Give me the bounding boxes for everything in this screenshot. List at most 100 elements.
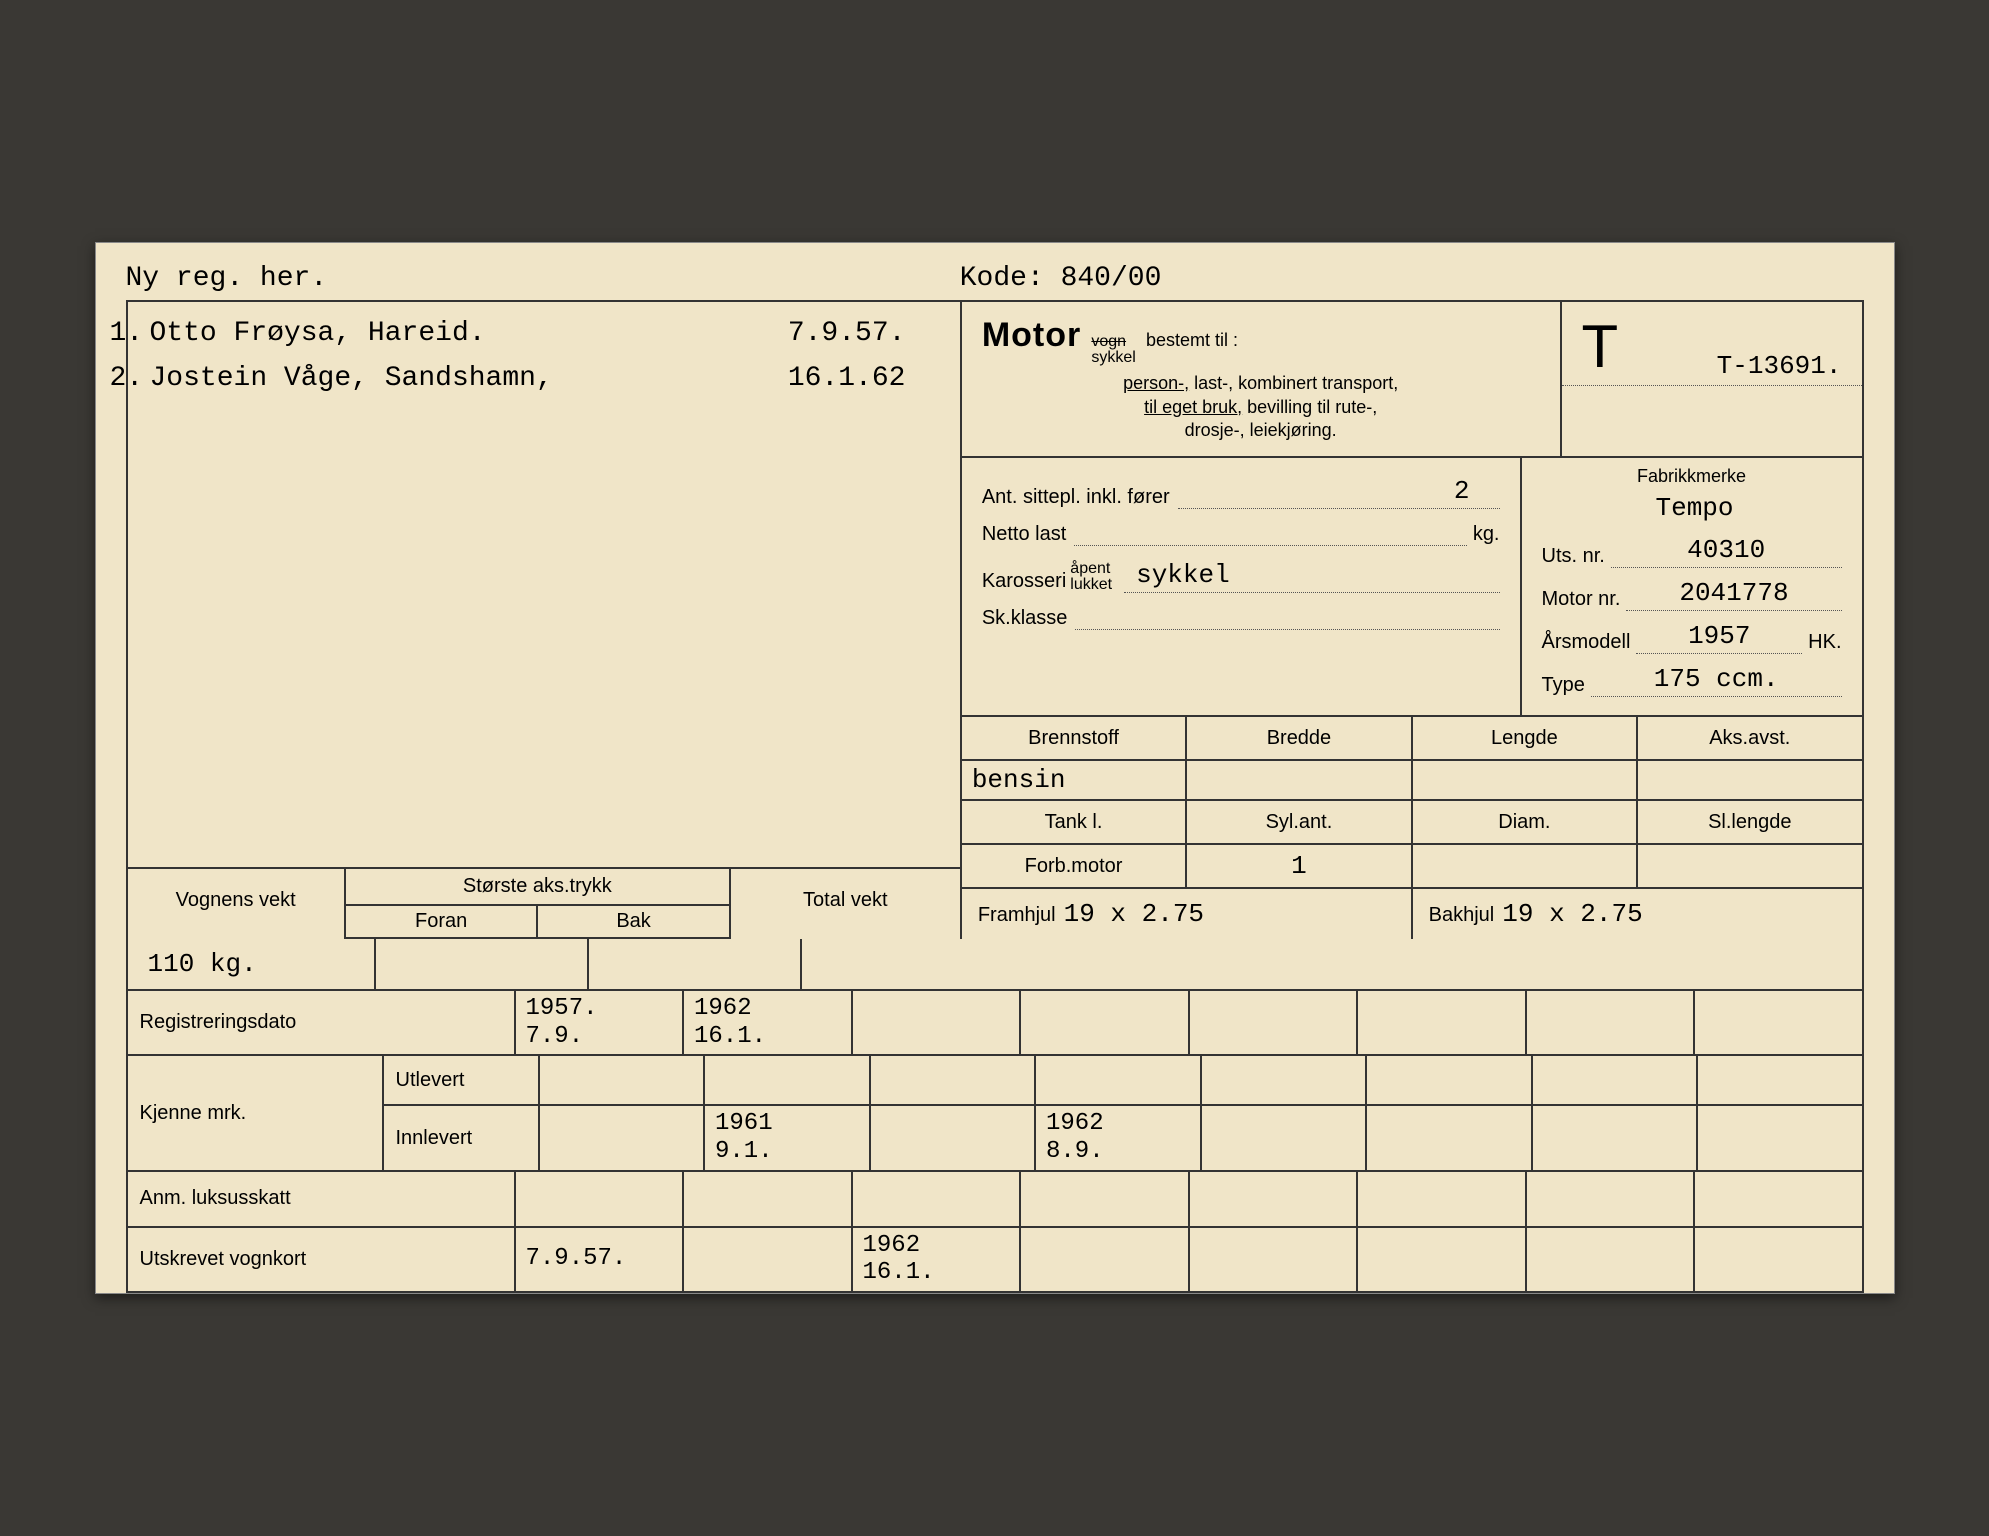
weight-head-aks: Største aks.trykk Foran Bak [346, 869, 731, 939]
vognkort-cell-7 [1695, 1228, 1862, 1291]
anm-cell-1 [684, 1172, 853, 1226]
sittepl-label: Ant. sittepl. inkl. fører [982, 486, 1170, 509]
vognkort-cell-2: 196216.1. [853, 1228, 1022, 1291]
reg-cell-7 [1695, 991, 1862, 1054]
weight-v2b [589, 939, 802, 989]
motor-vogn-strike: vogn [1091, 334, 1135, 350]
fabrikk-label: Fabrikkmerke [1542, 466, 1842, 487]
header-row: Ny reg. her. Kode: 840/00 [126, 263, 1864, 294]
registration-card: Ny reg. her. Kode: 840/00 1. Otto Frøysa… [95, 242, 1895, 1294]
utlevert-cell-4 [1202, 1056, 1368, 1104]
bakhjul-value: 19 x 2.75 [1502, 899, 1642, 929]
main-grid: 1. Otto Frøysa, Hareid. 7.9.57. 2. Joste… [126, 300, 1864, 939]
meas1-val: bensin [962, 761, 1862, 801]
anm-label: Anm. luksusskatt [128, 1172, 516, 1226]
vognkort-cell-3 [1021, 1228, 1190, 1291]
utlevert-cell-3 [1036, 1056, 1202, 1104]
hjul-row: Framhjul 19 x 2.75 Bakhjul 19 x 2.75 [962, 889, 1862, 939]
motor-sykkel: sykkel [1091, 350, 1135, 366]
owner-name-1: Otto Frøysa, Hareid. [150, 312, 788, 357]
meas1-h3: Lengde [1413, 717, 1638, 759]
utlevert-cell-1 [705, 1056, 871, 1104]
motor-title: Motor [982, 316, 1081, 354]
owner-block: 1. Otto Frøysa, Hareid. 7.9.57. 2. Joste… [128, 302, 960, 867]
arsmodell-unit: HK. [1808, 631, 1841, 654]
anm-cell-0 [516, 1172, 685, 1226]
weight-head-foran: Foran [346, 906, 538, 937]
spec-block: Ant. sittepl. inkl. fører 2 Netto last k… [962, 458, 1862, 717]
innlevert-cell-6 [1533, 1106, 1699, 1169]
owner-num-2: 2. [110, 357, 150, 402]
vognkort-cell-6 [1527, 1228, 1696, 1291]
owner-num-1: 1. [110, 312, 150, 357]
anm-cell-2 [853, 1172, 1022, 1226]
utlevert-cell-2 [871, 1056, 1037, 1104]
weight-head-bak: Bak [538, 906, 728, 937]
arsmodell-label: Årsmodell [1542, 631, 1631, 654]
weight-v3 [802, 939, 1862, 989]
fabrikk-value: Tempo [1548, 493, 1842, 525]
t-box: T T-13691. [1562, 302, 1862, 456]
meas3-v1: 1 [1187, 845, 1412, 887]
motor-line1a: person-, [1123, 373, 1189, 393]
vognkort-cell-1 [684, 1228, 853, 1291]
meas1-v1: bensin [962, 761, 1187, 799]
reg-cell-6 [1527, 991, 1696, 1054]
innlevert-cell-4 [1202, 1106, 1368, 1169]
meas2-h2: Syl.ant. [1187, 801, 1412, 843]
karosseri-label: Karosseri [982, 570, 1066, 593]
uts-value: 40310 [1611, 535, 1842, 568]
reg-cell-4 [1190, 991, 1359, 1054]
anm-row: Anm. luksusskatt [128, 1172, 1862, 1228]
bottom-table: Registreringsdato 1957.7.9.196216.1. Kje… [126, 991, 1864, 1293]
reg-cell-5 [1358, 991, 1527, 1054]
vognkort-row: Utskrevet vognkort 7.9.57.196216.1. [128, 1228, 1862, 1291]
anm-cell-4 [1190, 1172, 1359, 1226]
weight-head-vognens: Vognens vekt [128, 869, 346, 939]
skklasse-label: Sk.klasse [982, 607, 1068, 630]
meas2-h1: Tank l. [962, 801, 1187, 843]
netto-unit: kg. [1473, 523, 1500, 546]
weight-header-row: Vognens vekt Største aks.trykk Foran Bak… [128, 867, 960, 939]
motor-line3: drosje-, leiekjøring. [982, 419, 1540, 442]
left-column: 1. Otto Frøysa, Hareid. 7.9.57. 2. Joste… [128, 302, 960, 939]
motor-box: Motor vogn sykkel bestemt til : person-,… [962, 302, 1562, 456]
kode-label: Kode: [960, 263, 1044, 294]
meas3-row: Forb.motor 1 [962, 845, 1862, 889]
meas1-h1: Brennstoff [962, 717, 1187, 759]
reg-cell-1: 196216.1. [684, 991, 853, 1054]
header-left: Ny reg. her. [126, 263, 960, 294]
spec-right: Fabrikkmerke Tempo Uts. nr. 40310 Motor … [1522, 458, 1862, 715]
vognkort-cell-5 [1358, 1228, 1527, 1291]
spec-left: Ant. sittepl. inkl. fører 2 Netto last k… [962, 458, 1522, 715]
type-label: Type [1542, 674, 1585, 697]
vognkort-cell-4 [1190, 1228, 1359, 1291]
karosseri-apent: åpent [1070, 561, 1112, 577]
framhjul-value: 19 x 2.75 [1064, 899, 1204, 929]
kjenne-label: Kjenne mrk. [128, 1056, 384, 1169]
owner-row-2: 2. Jostein Våge, Sandshamn, 16.1.62 [140, 357, 948, 402]
meas1-v4 [1638, 761, 1861, 799]
anm-cell-3 [1021, 1172, 1190, 1226]
motor-line2a: til eget bruk, [1144, 397, 1242, 417]
innlevert-cell-5 [1367, 1106, 1533, 1169]
vognkort-label: Utskrevet vognkort [128, 1228, 516, 1291]
meas3-h1: Forb.motor [962, 845, 1187, 887]
weight-v1: 110 kg. [128, 939, 377, 989]
netto-value [1074, 543, 1467, 546]
right-column: Motor vogn sykkel bestemt til : person-,… [960, 302, 1862, 939]
type-value: 175 ccm. [1591, 664, 1842, 697]
motor-bestemt: bestemt til : [1146, 330, 1238, 350]
karosseri-value: sykkel [1124, 560, 1499, 593]
innlevert-cell-1: 19619.1. [705, 1106, 871, 1169]
innlevert-cell-2 [871, 1106, 1037, 1169]
innlevert-cell-7 [1698, 1106, 1862, 1169]
innlevert-label: Innlevert [384, 1106, 540, 1169]
meas3-blank2 [1638, 845, 1861, 887]
anm-cell-7 [1695, 1172, 1862, 1226]
meas2-head: Tank l. Syl.ant. Diam. Sl.lengde [962, 801, 1862, 845]
meas1-h4: Aks.avst. [1638, 717, 1861, 759]
reg-cell-2 [853, 991, 1022, 1054]
reg-row: Registreringsdato 1957.7.9.196216.1. [128, 991, 1862, 1056]
innlevert-cell-3: 19628.9. [1036, 1106, 1202, 1169]
